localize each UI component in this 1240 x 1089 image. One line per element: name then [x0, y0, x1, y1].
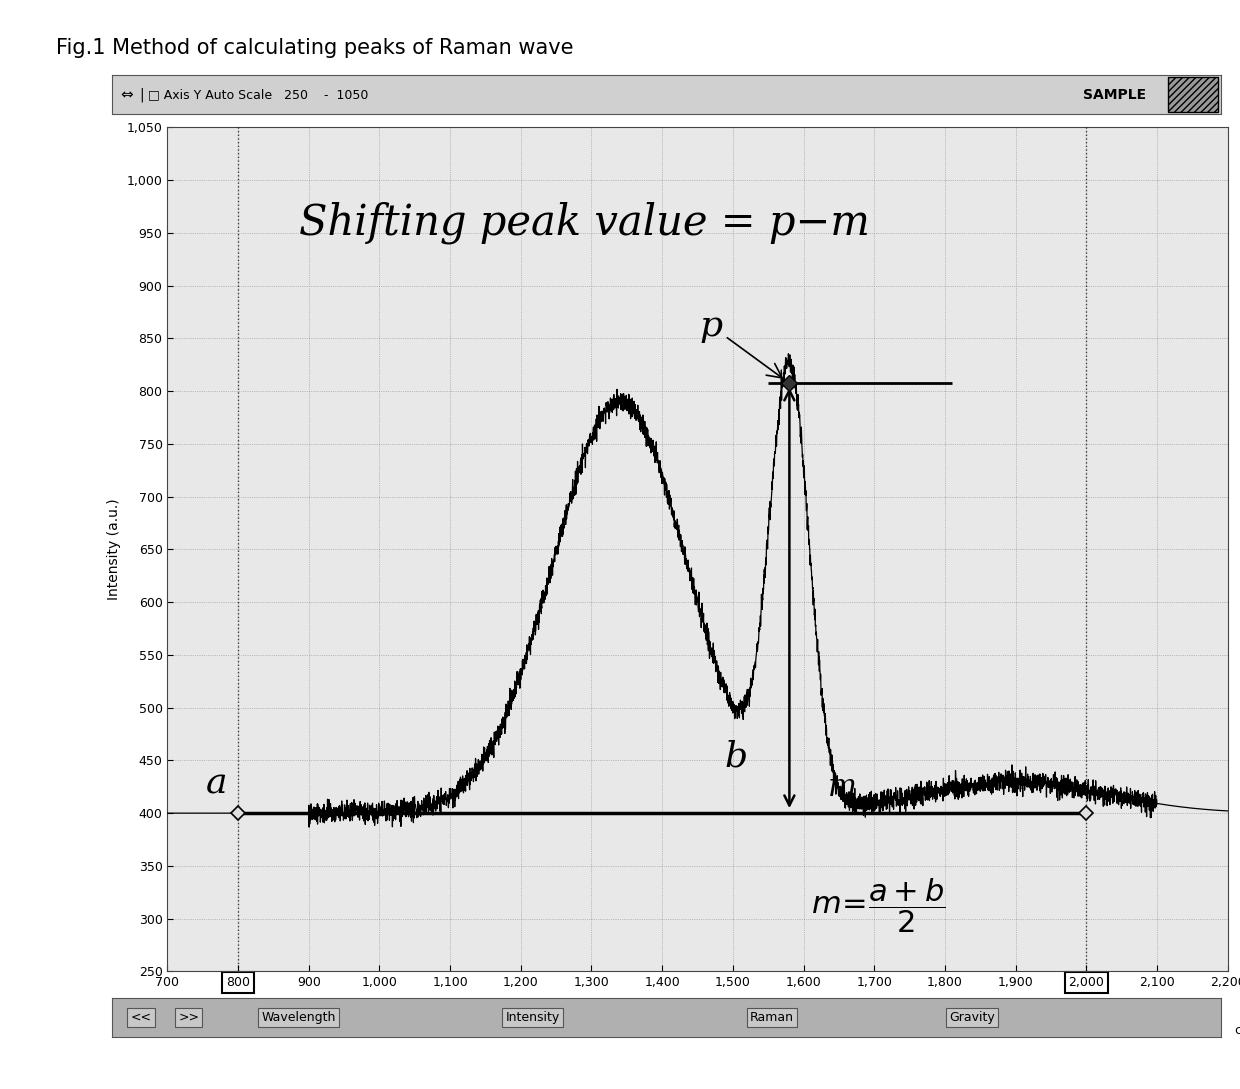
Text: p: p [699, 308, 782, 378]
Text: Shifting peak value = p−m: Shifting peak value = p−m [299, 201, 869, 244]
Text: <<: << [130, 1011, 151, 1024]
Text: Wavelength: Wavelength [262, 1011, 336, 1024]
Text: $m\!=\!\dfrac{a+b}{2}$: $m\!=\!\dfrac{a+b}{2}$ [811, 877, 945, 935]
Y-axis label: Intensity (a.u.): Intensity (a.u.) [107, 499, 122, 600]
Text: Intensity: Intensity [506, 1011, 559, 1024]
Text: b: b [725, 739, 748, 773]
Text: SAMPLE: SAMPLE [1083, 88, 1146, 101]
Text: |: | [139, 87, 144, 102]
Text: Gravity: Gravity [950, 1011, 996, 1024]
Text: >>: >> [179, 1011, 200, 1024]
Text: ⇔: ⇔ [120, 87, 133, 102]
Text: Raman: Raman [750, 1011, 794, 1024]
Text: cm⁻¹: cm⁻¹ [1235, 1024, 1240, 1037]
Text: m: m [828, 772, 857, 803]
Bar [1168, 77, 1218, 112]
Text: Fig.1 Method of calculating peaks of Raman wave: Fig.1 Method of calculating peaks of Ram… [56, 38, 573, 58]
Text: a: a [206, 767, 227, 800]
Text: □ Axis Y Auto Scale   250    -  1050: □ Axis Y Auto Scale 250 - 1050 [149, 88, 368, 101]
Bar [1168, 77, 1218, 112]
